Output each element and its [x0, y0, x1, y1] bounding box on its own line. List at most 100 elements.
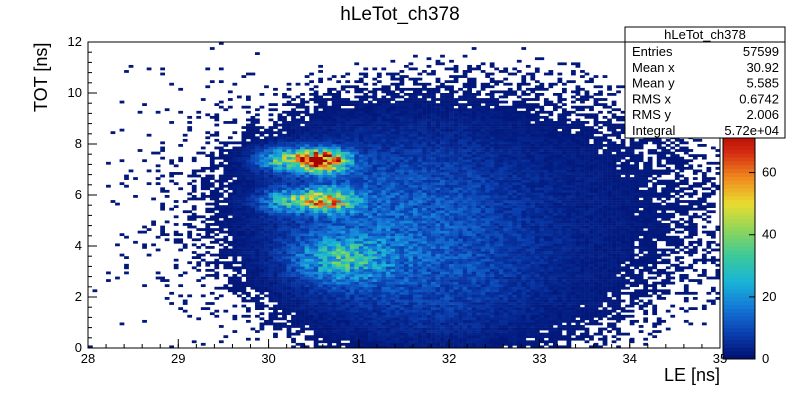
heatmap-cell [376, 212, 382, 216]
heatmap-cell [399, 279, 405, 282]
heatmap-cell [291, 322, 296, 326]
heatmap-cell [309, 297, 314, 300]
heatmap-cell [331, 210, 337, 214]
heatmap-cell [349, 172, 355, 175]
heatmap-cell [241, 172, 247, 175]
heatmap-cell [223, 154, 229, 157]
heatmap-cell [205, 228, 211, 231]
heatmap-cell [408, 62, 414, 66]
heatmap-cell [422, 166, 427, 170]
heatmap-cell [426, 297, 432, 300]
heatmap-cell [151, 197, 156, 201]
heatmap-cell [413, 133, 418, 137]
heatmap-cell [440, 314, 445, 318]
heatmap-cell [241, 248, 247, 252]
heatmap-cell [309, 299, 314, 303]
heatmap-cell [295, 274, 301, 277]
heatmap-cell [322, 108, 328, 112]
heatmap-cell [318, 184, 323, 188]
heatmap-cell [431, 192, 436, 196]
heatmap-cell [345, 189, 351, 193]
heatmap-cell [273, 317, 278, 321]
heatmap-cell [385, 233, 391, 237]
heatmap-cell [426, 195, 432, 198]
heatmap-cell [440, 93, 445, 96]
heatmap-cell [268, 128, 274, 132]
heatmap-cell [435, 166, 441, 170]
heatmap-cell [282, 118, 287, 122]
heatmap-cell [313, 177, 319, 180]
heatmap-cell [246, 281, 251, 285]
heatmap-cell [385, 87, 391, 91]
heatmap-cell [309, 327, 314, 331]
heatmap-cell [291, 297, 296, 300]
heatmap-cell [236, 289, 242, 293]
heatmap-cell [250, 144, 256, 147]
heatmap-cell [277, 161, 283, 165]
heatmap-cell [209, 195, 215, 198]
heatmap-cell [318, 302, 323, 305]
heatmap-cell [363, 251, 369, 254]
heatmap-cell [327, 258, 333, 262]
heatmap-cell [422, 256, 427, 259]
heatmap-cell [422, 335, 427, 339]
heatmap-cell [264, 233, 269, 237]
heatmap-cell [173, 240, 179, 244]
heatmap-cell [232, 223, 238, 226]
heatmap-cell [291, 261, 296, 265]
heatmap-cell [345, 342, 351, 346]
heatmap-cell [399, 133, 405, 137]
heatmap-cell [182, 271, 188, 275]
heatmap-cell [376, 233, 382, 237]
heatmap-cell [426, 279, 432, 282]
heatmap-cell [381, 243, 387, 247]
heatmap-cell [309, 312, 314, 316]
heatmap-cell [367, 225, 373, 229]
heatmap-cell [440, 146, 445, 150]
heatmap-cell [336, 202, 342, 206]
heatmap-cell [431, 286, 436, 290]
heatmap-cell [390, 274, 396, 277]
heatmap-cell [417, 251, 423, 254]
heatmap-cell [318, 268, 323, 272]
heatmap-cell [349, 151, 355, 155]
heatmap-cell [277, 263, 283, 267]
heatmap-cell [440, 215, 445, 219]
heatmap-cell [372, 256, 378, 259]
heatmap-cell [417, 246, 423, 249]
heatmap-cell [277, 225, 283, 229]
heatmap-cell [227, 164, 233, 168]
heatmap-cell [394, 243, 400, 247]
heatmap-cell [435, 271, 441, 275]
heatmap-cell [376, 266, 382, 270]
heatmap-cell [286, 126, 292, 129]
heatmap-cell [255, 136, 260, 140]
heatmap-cell [255, 182, 260, 186]
heatmap-cell [268, 238, 274, 242]
heatmap-cell [295, 136, 301, 140]
heatmap-cell [205, 233, 211, 237]
heatmap-cell [336, 284, 342, 288]
heatmap-cell [408, 332, 414, 336]
heatmap-cell [399, 271, 405, 275]
heatmap-cell [372, 195, 378, 198]
heatmap-cell [435, 138, 441, 142]
heatmap-cell [413, 172, 418, 175]
heatmap-cell [309, 215, 314, 219]
heatmap-cell [367, 243, 373, 247]
heatmap-cell [241, 240, 247, 244]
heatmap-cell [331, 281, 337, 285]
heatmap-cell [214, 276, 220, 280]
heatmap-cell [394, 100, 400, 104]
heatmap-cell [313, 121, 319, 124]
heatmap-cell [241, 159, 247, 163]
heatmap-cell [327, 330, 333, 333]
heatmap-cell [309, 159, 314, 163]
heatmap-cell [182, 243, 188, 247]
heatmap-cell [309, 266, 314, 270]
heatmap-cell [444, 154, 450, 157]
heatmap-cell [142, 230, 147, 234]
heatmap-cell [331, 87, 337, 91]
heatmap-cell [291, 235, 296, 239]
heatmap-cell [358, 302, 364, 305]
